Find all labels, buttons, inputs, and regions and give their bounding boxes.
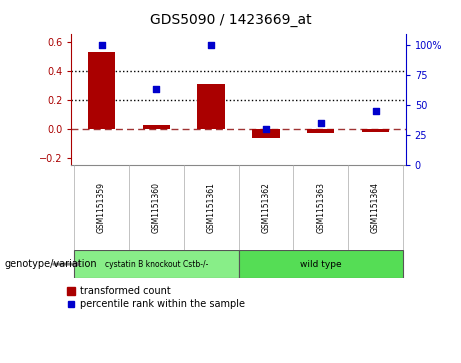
Text: cystatin B knockout Cstb-/-: cystatin B knockout Cstb-/- [105, 260, 208, 269]
Bar [362, 129, 389, 132]
Bar [307, 129, 334, 133]
Text: GSM1151362: GSM1151362 [261, 182, 271, 233]
Text: GSM1151361: GSM1151361 [207, 182, 216, 233]
Text: GSM1151360: GSM1151360 [152, 182, 161, 233]
Bar [197, 84, 225, 129]
Text: GSM1151363: GSM1151363 [316, 182, 325, 233]
Bar [88, 52, 115, 129]
Text: genotype/variation: genotype/variation [5, 259, 97, 269]
Bar [239, 250, 403, 278]
Legend: transformed count, percentile rank within the sample: transformed count, percentile rank withi… [67, 286, 245, 309]
Text: GSM1151359: GSM1151359 [97, 182, 106, 233]
Point [153, 86, 160, 92]
Text: wild type: wild type [300, 260, 342, 269]
Point [262, 126, 270, 132]
Point [98, 42, 105, 48]
Text: GSM1151364: GSM1151364 [371, 182, 380, 233]
Point [207, 42, 215, 48]
Point [317, 120, 325, 126]
Text: GDS5090 / 1423669_at: GDS5090 / 1423669_at [150, 13, 311, 27]
Point [372, 108, 379, 114]
Bar [74, 250, 239, 278]
Bar [252, 129, 280, 138]
Bar [143, 125, 170, 129]
